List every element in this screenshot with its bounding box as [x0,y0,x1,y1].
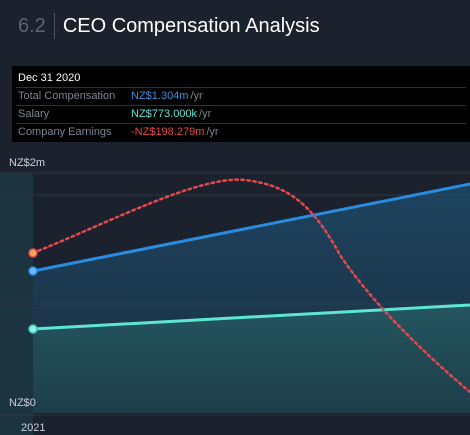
tooltip-date: Dec 31 2020 [18,72,81,84]
tooltip-label: Salary [18,108,50,120]
tooltip-unit: /yr [190,90,203,102]
tooltip-unit: /yr [206,126,219,138]
tooltip-unit: /yr [199,108,212,120]
tooltip-value: NZ$773.000k/yr [131,108,211,120]
tooltip-row-total-compensation: Total Compensation NZ$1.304m/yr [16,87,466,105]
company-earnings-line [31,178,470,394]
section-number: 6.2 [18,13,55,39]
tooltip-row-company-earnings: Company Earnings -NZ$198.279m/yr [16,123,466,141]
salary-area [33,305,470,413]
tooltip-value-text: NZ$773.000k [131,108,198,120]
company-earnings-point [28,248,38,258]
tooltip-value: -NZ$198.279m/yr [131,126,219,138]
y-tick-label-top: NZ$2m [9,157,45,169]
tooltip-row-salary: Salary NZ$773.000k/yr [16,105,466,123]
page-title: CEO Compensation Analysis [62,15,320,37]
tooltip-value: NZ$1.304m/yr [131,90,203,102]
x-tick-label: 2021 [21,422,45,434]
total-compensation-line [32,182,470,273]
total-compensation-point [28,266,38,276]
tooltip-label: Total Compensation [18,90,116,102]
tooltip-label: Company Earnings [18,126,112,138]
chart-tooltip: Dec 31 2020 Total Compensation NZ$1.304m… [12,66,470,142]
tooltip-value-text: -NZ$198.279m [131,126,205,138]
tooltip-value-text: NZ$1.304m [131,90,189,102]
salary-line [32,303,470,331]
salary-point [28,324,38,334]
y-tick-label-bottom: NZ$0 [9,397,36,409]
section-header: 6.2 CEO Compensation Analysis [18,12,320,40]
